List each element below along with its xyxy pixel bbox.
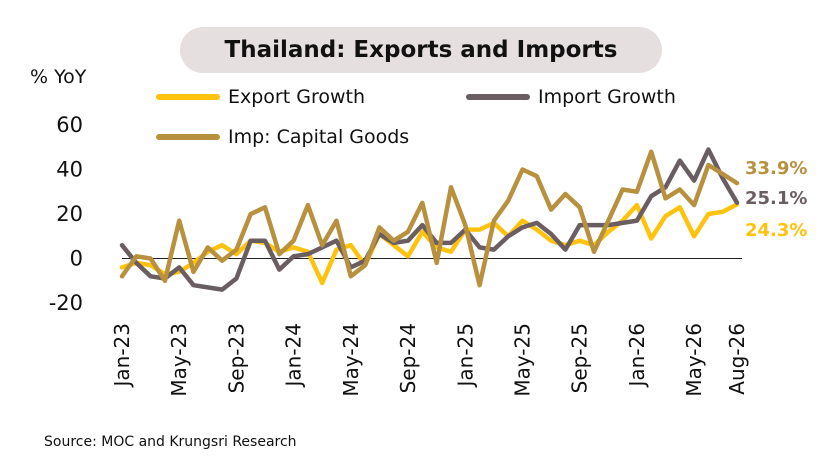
legend-label-capital: Imp: Capital Goods: [228, 126, 410, 148]
legend-swatch-import: [466, 94, 530, 100]
x-axis-ticks: Jan-23 May-23 Sep-23 Jan-24 May-24 Sep-24 Jan-…: [110, 323, 749, 397]
series-line-export-growth: [119, 202, 740, 286]
end-label: 33.9%: [745, 158, 807, 179]
x-tick-label: Sep-23: [224, 323, 248, 393]
x-tick-label: Jan-25: [453, 323, 477, 389]
x-tick-label: May-23: [167, 323, 191, 397]
y-tick-label: 60: [56, 113, 83, 137]
legend-label-export: Export Growth: [228, 86, 366, 108]
chart-title-banner: Thailand: Exports and Imports: [180, 27, 662, 73]
chart-title: Thailand: Exports and Imports: [224, 37, 618, 63]
legend-export: Export Growth: [156, 86, 365, 108]
x-tick-label: Sep-24: [396, 323, 420, 393]
x-tick-label: Jan-23: [110, 323, 134, 389]
end-label: 25.1%: [745, 188, 807, 209]
end-label: 24.3%: [745, 220, 807, 241]
legend-swatch-export: [156, 94, 220, 100]
x-tick-label: Jan-26: [625, 323, 649, 389]
series-layer: [119, 147, 740, 292]
y-tick-label: -20: [49, 291, 83, 315]
end-labels: 24.3% 25.1% 33.9%: [745, 158, 807, 241]
x-tick-label: May-25: [510, 323, 534, 397]
x-tick-label: Jan-24: [282, 323, 306, 389]
series-line-imp-capital-goods: [119, 149, 740, 288]
legend-label-import: Import Growth: [538, 86, 676, 108]
x-tick-label: Sep-25: [568, 323, 592, 393]
x-tick-label: Aug-26: [725, 323, 749, 395]
legend-swatch-capital: [156, 134, 220, 140]
x-tick-label: May-24: [339, 323, 363, 397]
y-tick-label: 40: [56, 158, 83, 182]
x-tick-label: May-26: [682, 323, 706, 397]
y-tick-label: 0: [70, 247, 83, 271]
source-note: Source: MOC and Krungsri Research: [44, 434, 297, 450]
legend-import: Import Growth: [466, 86, 676, 108]
y-tick-label: 20: [56, 202, 83, 226]
y-axis-unit: % YoY: [30, 66, 87, 88]
y-axis-ticks: -20 0 20 40 60: [49, 113, 83, 315]
legend-capital: Imp: Capital Goods: [156, 126, 409, 148]
